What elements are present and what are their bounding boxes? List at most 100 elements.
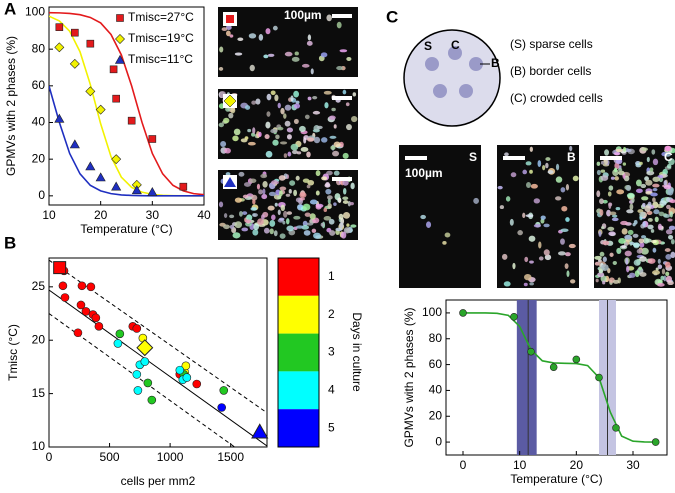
cell: [614, 167, 618, 173]
scale-bar: [600, 156, 622, 160]
cell: [277, 195, 282, 200]
cell: [234, 52, 243, 56]
cell: [665, 271, 670, 277]
cell: [275, 134, 280, 140]
cell: [292, 149, 298, 155]
cell: [274, 202, 278, 207]
cell: [530, 183, 538, 189]
cell: [568, 243, 576, 249]
cell: [273, 230, 278, 237]
cell: [260, 173, 268, 179]
micrograph: [218, 7, 358, 77]
cell: [272, 25, 278, 31]
cell: [238, 171, 245, 177]
cell: [631, 197, 635, 203]
cell: [545, 157, 551, 161]
cell: [315, 170, 321, 177]
cell: [652, 247, 657, 253]
point: [133, 386, 143, 395]
cell: [311, 228, 317, 233]
cell: [501, 253, 508, 260]
cell: [601, 226, 605, 230]
colorbar-block: [278, 333, 319, 372]
y-axis-label: GPMVs with 2 phases (%): [402, 307, 416, 447]
cell: [426, 221, 432, 229]
legend-text: (B) border cells: [510, 64, 591, 78]
cell: [252, 213, 258, 217]
point: [95, 172, 106, 182]
y-tick-label: 100: [25, 5, 45, 19]
point: [71, 28, 79, 37]
cell: [350, 182, 355, 190]
point: [131, 185, 142, 195]
x-axis-label: cells per mm2: [121, 474, 196, 488]
cell: [632, 222, 636, 227]
cell: [351, 115, 358, 123]
cell: [241, 227, 249, 232]
cell: [544, 254, 552, 261]
cell: [230, 107, 236, 114]
cell: [444, 232, 451, 238]
x-axis-label: Temperature (°C): [80, 222, 172, 236]
icon: [223, 94, 237, 108]
cell: [608, 202, 612, 209]
cell: [245, 219, 252, 224]
point: [55, 23, 64, 31]
cell: [285, 193, 291, 197]
cell: [299, 197, 306, 201]
cell: [614, 176, 619, 181]
cell: [257, 218, 264, 226]
cell: [243, 182, 252, 187]
cell: [329, 230, 336, 236]
colorbar-block: [278, 409, 319, 447]
cell: [242, 211, 248, 215]
cell: [609, 252, 614, 257]
cell: [279, 186, 287, 191]
scale-bar: [405, 156, 427, 160]
cell: [658, 211, 665, 217]
icon: [226, 15, 234, 23]
cell: [342, 196, 349, 200]
cell: [326, 170, 333, 176]
cell: [627, 229, 634, 235]
cell: [282, 220, 286, 225]
cell: [537, 160, 542, 167]
cell: [293, 103, 301, 109]
cell: [252, 127, 256, 134]
cell: [652, 187, 658, 192]
cell: [293, 189, 298, 197]
cell: [665, 254, 672, 260]
x-tick-label: 20: [570, 458, 584, 472]
cell: [331, 107, 336, 112]
y-tick-label: 25: [32, 279, 46, 293]
cell: [339, 49, 348, 53]
cell: [616, 189, 625, 195]
cell: [642, 221, 646, 227]
cell: [332, 150, 340, 157]
colorbar-label: 1: [328, 269, 335, 283]
cell: [599, 198, 604, 205]
cell: [225, 172, 231, 176]
point: [459, 309, 467, 317]
cell: [294, 51, 299, 56]
point: [77, 281, 87, 291]
cell: [220, 140, 227, 147]
point: [115, 329, 125, 339]
colorbar-frame: [277, 257, 320, 448]
point: [94, 322, 104, 331]
cell: [639, 256, 647, 262]
cell: [555, 163, 560, 171]
cell: [270, 90, 276, 96]
panel-label: B: [4, 233, 16, 252]
cell: [634, 270, 640, 278]
cell: [598, 230, 602, 237]
cell: [618, 168, 623, 172]
point: [85, 161, 96, 171]
cell: [555, 176, 563, 183]
cell: [647, 217, 653, 222]
scale-bar: [332, 96, 352, 100]
cell: [632, 242, 640, 248]
cell: [284, 120, 291, 127]
point: [111, 181, 122, 191]
point: [81, 307, 91, 316]
